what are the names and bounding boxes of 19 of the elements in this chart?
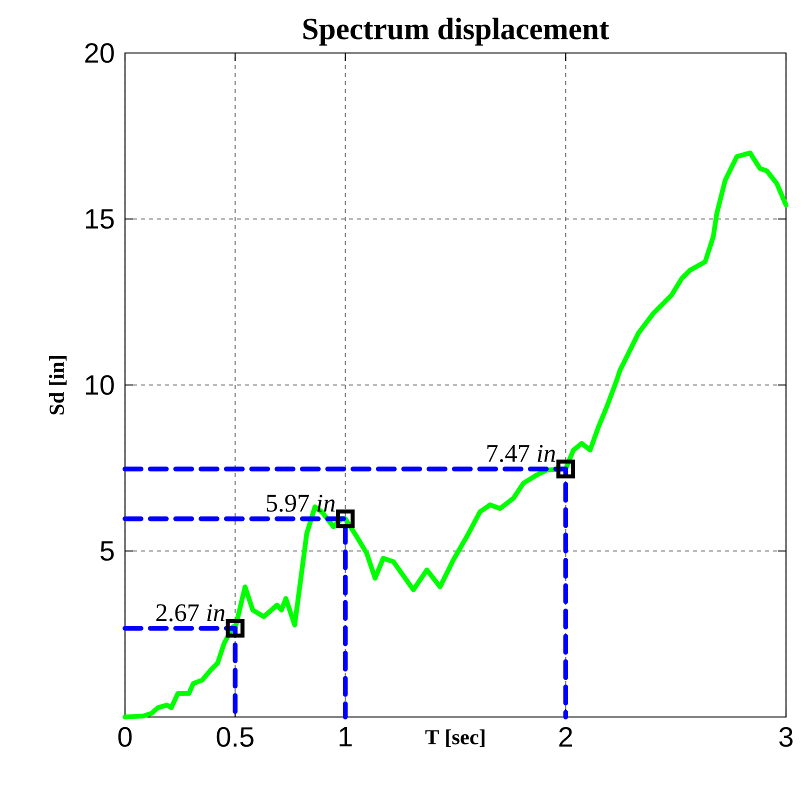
y-axis-title: Sd [in] [49, 356, 67, 414]
x-tick-label: 2 [559, 727, 572, 747]
x-axis-title: T [sec] [425, 729, 484, 747]
y-tick-label: 15 [86, 209, 114, 229]
point [226, 619, 244, 638]
annotation: 7.47 in [487, 444, 556, 462]
y-tick-label: 20 [85, 43, 114, 63]
x-tick-label: 3 [779, 727, 793, 747]
point [556, 460, 576, 478]
annotation: 5.97 in [266, 494, 335, 512]
y-tick-label: 5 [100, 541, 114, 561]
annotation: 2.67 in [156, 604, 225, 622]
x-tick-label: 0.5 [216, 727, 254, 747]
line-series [122, 150, 788, 720]
y-tick-label: 10 [86, 375, 114, 395]
chart-title: Spectrum displacement [303, 18, 610, 46]
x-tick-label: 1 [340, 727, 352, 746]
point [336, 509, 355, 528]
x-tick-label: 0 [118, 727, 132, 747]
